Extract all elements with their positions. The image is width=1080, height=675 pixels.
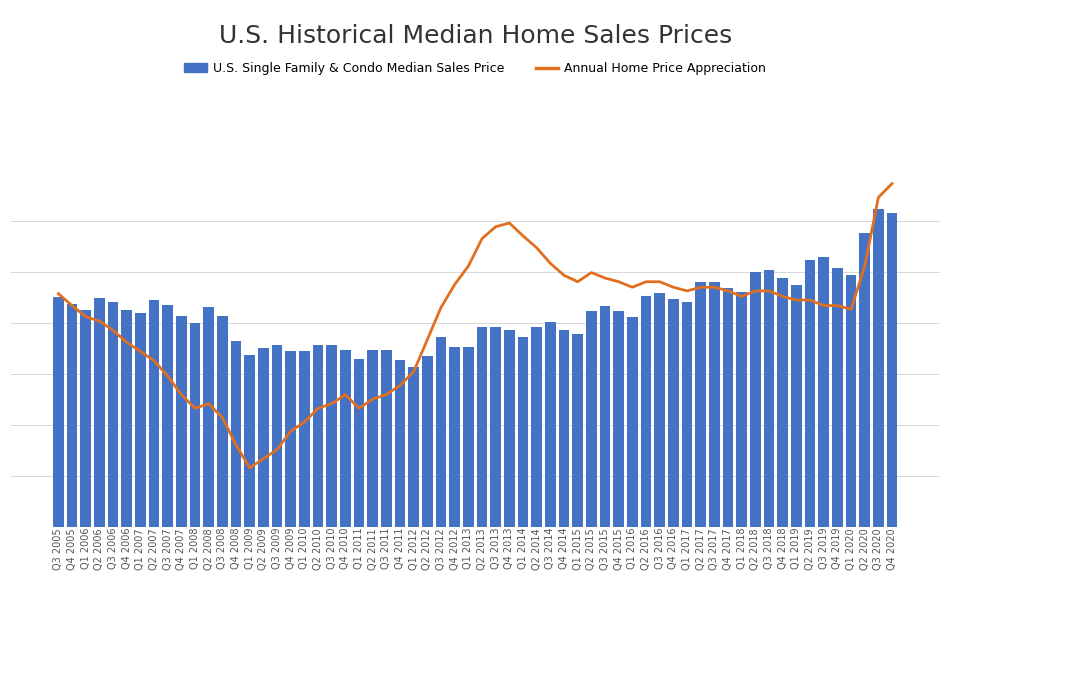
Bar [640, 296, 651, 526]
Bar [162, 305, 173, 526]
Bar [723, 288, 733, 526]
Bar [791, 285, 801, 526]
Bar [258, 348, 269, 526]
Bar [832, 268, 842, 526]
Bar [67, 304, 78, 526]
Bar [572, 334, 583, 526]
Bar [367, 350, 378, 526]
Bar [669, 299, 678, 526]
Bar [490, 327, 501, 526]
Bar [135, 313, 146, 526]
Bar [449, 347, 460, 526]
Bar [121, 310, 132, 526]
Bar [80, 310, 91, 526]
Bar [299, 351, 310, 526]
Bar [558, 330, 569, 526]
Bar [340, 350, 351, 526]
Bar [53, 297, 64, 526]
Bar [326, 345, 337, 526]
Bar [681, 302, 692, 526]
Bar [353, 359, 364, 526]
Bar [394, 360, 405, 526]
Bar [805, 259, 815, 526]
Bar [737, 292, 747, 526]
Bar [217, 316, 228, 526]
Bar [149, 300, 160, 526]
Bar [463, 347, 474, 526]
Bar [244, 355, 255, 526]
Bar [231, 341, 241, 526]
Bar [190, 323, 201, 526]
Bar [846, 275, 856, 526]
Bar [504, 330, 515, 526]
Legend: U.S. Single Family & Condo Median Sales Price, Annual Home Price Appreciation: U.S. Single Family & Condo Median Sales … [179, 57, 771, 80]
Bar [408, 367, 419, 526]
Bar [531, 327, 542, 526]
Bar [381, 350, 392, 526]
Bar [887, 213, 897, 526]
Bar [176, 316, 187, 526]
Bar [545, 322, 556, 526]
Bar [476, 327, 487, 526]
Bar [654, 293, 665, 526]
Bar [627, 317, 637, 526]
Bar [285, 351, 296, 526]
Bar [94, 298, 105, 526]
Bar [819, 257, 829, 526]
Bar [422, 356, 433, 526]
Bar [873, 209, 883, 526]
Bar [108, 302, 119, 526]
Bar [435, 337, 446, 526]
Bar [696, 282, 706, 526]
Bar [764, 270, 774, 526]
Bar [860, 233, 870, 526]
Bar [613, 311, 624, 526]
Text: U.S. Historical Median Home Sales Prices: U.S. Historical Median Home Sales Prices [218, 24, 732, 48]
Bar [313, 345, 323, 526]
Bar [272, 345, 282, 526]
Bar [203, 307, 214, 526]
Bar [517, 337, 528, 526]
Bar [586, 311, 597, 526]
Bar [750, 272, 760, 526]
Bar [710, 282, 719, 526]
Bar [599, 306, 610, 526]
Bar [778, 278, 788, 526]
